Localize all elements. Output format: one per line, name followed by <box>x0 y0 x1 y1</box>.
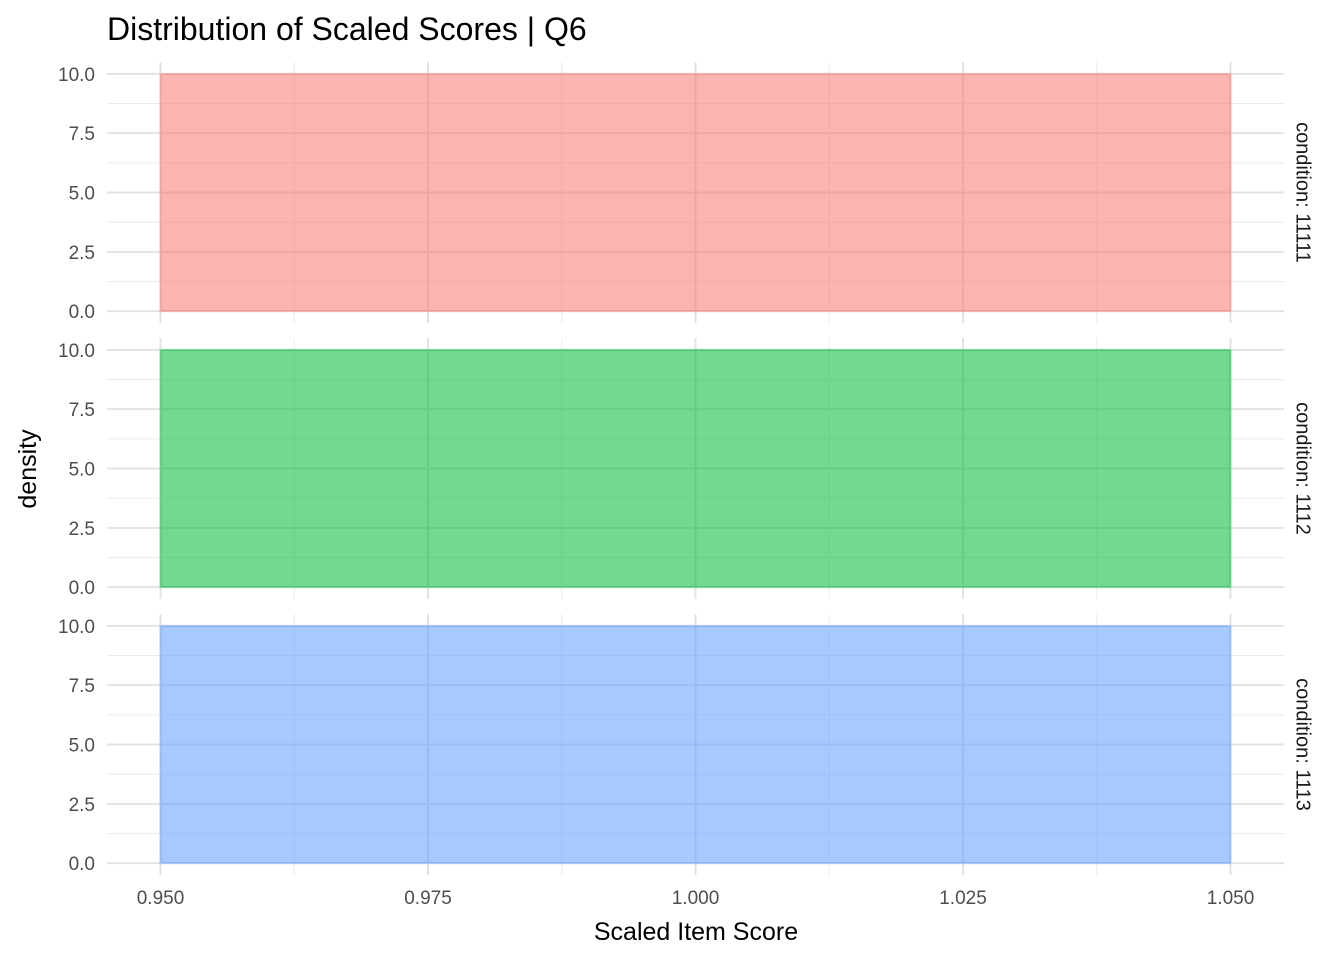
facet-panels: 0.0 2.5 5.0 7.5 10.0 condition: 11111 0.0 2.5 5.… <box>58 62 1314 875</box>
y-tick-label: 5.0 <box>69 736 95 757</box>
chart-title: Distribution of Scaled Scores | Q6 <box>107 11 587 47</box>
y-tick-label: 10.0 <box>58 617 95 638</box>
y-tick-label: 10.0 <box>58 341 95 362</box>
y-tick-label: 7.5 <box>69 124 95 145</box>
y-tick-label: 7.5 <box>69 676 95 697</box>
x-tick-label: 1.025 <box>939 888 987 909</box>
y-axis-title: density <box>14 429 42 509</box>
y-tick-label: 0.0 <box>69 854 95 875</box>
facet-strip-label: condition: 11111 <box>1292 122 1314 263</box>
facet-strip-label: condition: 1113 <box>1292 678 1314 811</box>
x-axis-title: Scaled Item Score <box>594 918 798 946</box>
y-tick-label: 5.0 <box>69 184 95 205</box>
y-tick-label: 2.5 <box>69 795 95 816</box>
density-area <box>159 624 1232 865</box>
facet-panel: 0.0 2.5 5.0 7.5 10.0 condition: 11111 <box>58 62 1314 323</box>
density-area <box>159 348 1232 589</box>
x-axis-ticks: 0.950 0.975 1.000 1.025 1.050 <box>137 888 1255 909</box>
facet-panel: 0.0 2.5 5.0 7.5 10.0 condition: 1113 <box>58 614 1314 875</box>
x-tick-label: 1.050 <box>1207 888 1255 909</box>
y-tick-label: 2.5 <box>69 243 95 264</box>
y-tick-label: 0.0 <box>69 302 95 323</box>
facet-strip-label: condition: 1112 <box>1292 402 1314 535</box>
density-area <box>159 72 1232 313</box>
y-tick-label: 0.0 <box>69 578 95 599</box>
y-tick-label: 2.5 <box>69 519 95 540</box>
x-tick-label: 1.000 <box>672 888 720 909</box>
y-tick-label: 5.0 <box>69 460 95 481</box>
facet-panel: 0.0 2.5 5.0 7.5 10.0 condition: 1112 <box>58 338 1314 599</box>
y-tick-label: 10.0 <box>58 65 95 86</box>
x-tick-label: 0.950 <box>137 888 185 909</box>
x-tick-label: 0.975 <box>404 888 452 909</box>
y-tick-label: 7.5 <box>69 400 95 421</box>
